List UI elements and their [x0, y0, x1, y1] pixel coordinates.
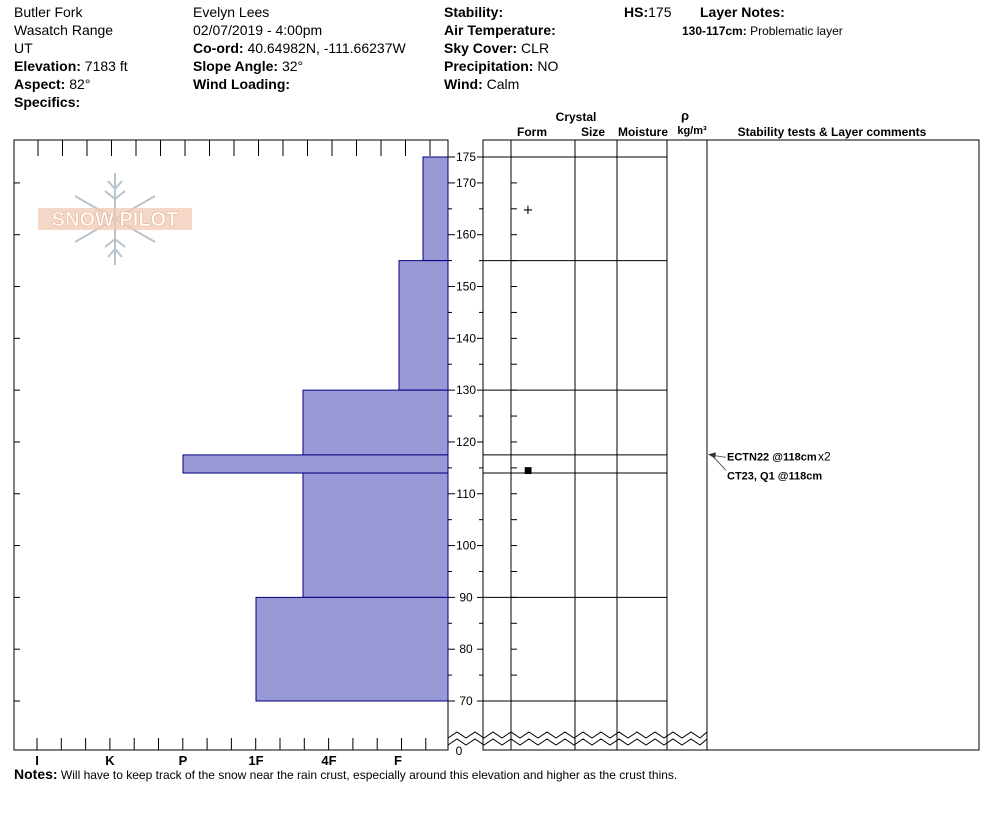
- crystal-form-symbol: ■: [524, 466, 533, 476]
- layer-notes-title: Layer Notes:: [700, 4, 785, 20]
- y-tick-label: 110: [456, 487, 475, 501]
- crystal-form-symbol: +: [523, 203, 534, 218]
- x-tick-label: 4F: [321, 753, 336, 768]
- stability-row: Stability:: [444, 4, 504, 20]
- hs-value: 175: [648, 4, 672, 20]
- y-tick-label: 120: [456, 435, 476, 449]
- sky-row: Sky Cover: CLR: [444, 40, 550, 56]
- aspect-row: Aspect: 82°: [14, 76, 91, 92]
- location: Butler Fork: [14, 4, 83, 20]
- y-tick-label: 150: [456, 280, 476, 294]
- wind-loading-row: Wind Loading:: [193, 76, 291, 92]
- x-tick-label: P: [179, 753, 188, 768]
- density-unit-header: kg/m³: [677, 125, 707, 137]
- stability-test-extra: x2: [818, 449, 831, 463]
- hardness-bar: [255, 596, 449, 702]
- notes-text: Will have to keep track of the snow near…: [60, 768, 678, 782]
- range: Wasatch Range: [14, 22, 114, 38]
- axis-break-upper: [447, 731, 708, 739]
- crystal-header: Crystal: [556, 110, 597, 124]
- y-tick-label: 90: [459, 590, 473, 604]
- stability-test: CT23, Q1 @118cm: [727, 470, 822, 482]
- rho-header: ρ: [681, 108, 689, 123]
- y-tick-label: 70: [459, 694, 473, 708]
- x-tick-label: 1F: [248, 753, 263, 768]
- notes-label: Notes:: [14, 766, 58, 782]
- y-tick-label: 130: [456, 383, 476, 397]
- notes: Notes: Will have to keep track of the sn…: [14, 766, 677, 782]
- wind-value: Calm: [486, 76, 520, 92]
- y-tick-label: 100: [456, 539, 476, 553]
- moisture-header: Moisture: [618, 125, 668, 139]
- y-tick-label: 170: [456, 176, 476, 190]
- form-header: Form: [517, 125, 547, 139]
- y-origin-label: 0: [456, 744, 463, 758]
- precip-value: NO: [537, 58, 559, 74]
- coord-value: 40.64982N, -111.66237W: [247, 40, 406, 56]
- aspect-value: 82°: [69, 76, 91, 92]
- state: UT: [14, 40, 33, 56]
- layer-note-range: 130-117cm:: [682, 24, 747, 38]
- crystal-panel: [482, 139, 980, 751]
- x-tick-label: F: [394, 753, 402, 768]
- logo-text: SNOW PILOT: [52, 209, 179, 231]
- y-tick-label: 175: [456, 150, 476, 164]
- size-header: Size: [581, 125, 605, 139]
- y-tick-label: 160: [456, 228, 476, 242]
- elevation-value: 7183 ft: [84, 58, 128, 74]
- hardness-bar: [398, 260, 449, 391]
- test-arrow: [708, 452, 716, 459]
- hardness-bar: [302, 389, 449, 456]
- coord-row: Co-ord: 40.64982N, -111.66237W: [193, 40, 406, 56]
- obs-datetime: 02/07/2019 - 4:00pm: [193, 22, 323, 38]
- conditions-info: Stability: Air Temperature: Sky Cover: C…: [444, 3, 558, 93]
- elevation-row: Elevation: 7183 ft: [14, 58, 128, 74]
- hardness-bar: [422, 156, 449, 262]
- y-tick-label: 140: [456, 331, 476, 345]
- hs-info: HS:175: [624, 4, 672, 20]
- observer-info: Evelyn Lees 02/07/2019 - 4:00pm Co-ord: …: [193, 3, 406, 93]
- layer-note: 130-117cm: Problematic layer: [682, 22, 843, 40]
- wind-row: Wind: Calm: [444, 76, 520, 92]
- hardness-bar: [182, 454, 449, 474]
- x-tick-label: K: [105, 753, 115, 768]
- hardness-bar: [302, 472, 449, 598]
- axis-break-lower: [447, 738, 708, 746]
- precip-row: Precipitation: NO: [444, 58, 559, 74]
- y-tick-label: 80: [459, 642, 473, 656]
- layer-note-text: Problematic layer: [750, 24, 843, 38]
- stability-comments-header: Stability tests & Layer comments: [738, 125, 927, 139]
- slope-row: Slope Angle: 32°: [193, 58, 304, 74]
- stability-test: ECTN22 @118cm: [727, 451, 817, 463]
- snowpilot-logo: SNOW PILOT: [38, 173, 192, 265]
- x-tick-label: I: [35, 753, 39, 768]
- observer-name: Evelyn Lees: [193, 4, 270, 20]
- site-info: Butler Fork Wasatch Range UT Elevation: …: [14, 3, 128, 111]
- air-temp-row: Air Temperature:: [444, 22, 556, 38]
- sky-value: CLR: [521, 40, 550, 56]
- slope-value: 32°: [281, 58, 304, 74]
- specifics-row: Specifics:: [14, 94, 81, 110]
